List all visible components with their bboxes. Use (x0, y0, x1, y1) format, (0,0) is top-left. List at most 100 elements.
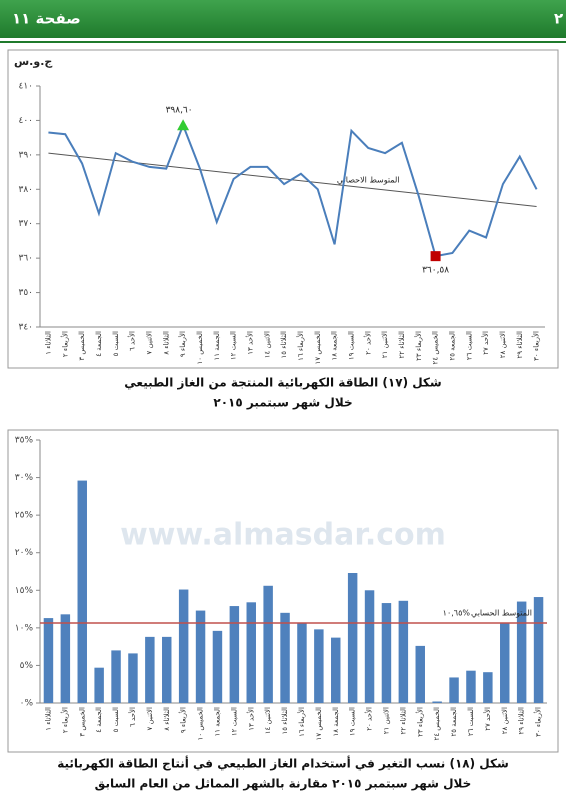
bar (280, 612, 290, 703)
bar (432, 701, 442, 703)
y-tick-label: ٣٥% (15, 436, 34, 446)
bar (246, 602, 256, 703)
max-label: ٣٩٨,٦٠ (166, 106, 193, 116)
x-tick-label: الأربعاء ٣٠ (534, 707, 543, 737)
y-axis-label: ج.و.س (14, 55, 52, 69)
chart-frame (7, 49, 559, 369)
max-marker (177, 119, 190, 131)
bar (398, 600, 409, 703)
bar (331, 637, 341, 703)
x-tick-label: الاثنين ٢٨ (499, 331, 507, 358)
x-tick-label: الأربعاء ٢٣ (415, 707, 424, 737)
x-tick-label: السبت ١٩ (347, 331, 355, 360)
x-tick-label: الجمعة ٢٥ (450, 707, 458, 737)
bar (263, 585, 273, 703)
x-tick-label: الثلاثاء ١ (44, 331, 52, 355)
x-tick-label: الاثنين ١٤ (264, 707, 272, 734)
bar (162, 636, 172, 703)
bar (195, 610, 206, 703)
x-tick-label: الجمعة ١١ (213, 331, 221, 361)
y-tick-label: ٣٩٠ (18, 150, 33, 160)
x-tick-label: الأحد ٢٧ (483, 707, 492, 731)
y-tick-label: ١٥% (15, 586, 34, 596)
x-tick-label: الأحد ٢٧ (481, 331, 490, 355)
x-tick-label: الخميس ٢٤ (432, 331, 440, 364)
chart-subtitle: خلال شهر سبتمبر ٢٠١٥ (213, 396, 352, 410)
page-number: صفحة ١١ (12, 10, 81, 28)
header-bar (0, 0, 566, 38)
bar (314, 629, 324, 703)
x-tick-label: السبت ٥ (112, 707, 120, 732)
x-tick-label: السبت ٢٦ (467, 707, 475, 736)
x-tick-label: الجمعة ١٨ (331, 331, 339, 361)
x-tick-label: الاثنين ٢١ (381, 331, 389, 358)
x-tick-label: الجمعة ٤ (95, 331, 103, 357)
x-tick-label: الأربعاء ٢٣ (414, 331, 423, 361)
x-tick-label: الثلاثاء ٨ (163, 707, 171, 731)
bar (500, 622, 510, 703)
bar (43, 618, 54, 703)
x-tick-label: الثلاثاء ٢٩ (518, 707, 526, 735)
x-tick-label: الجمعة ١١ (213, 707, 221, 737)
y-tick-label: ١٠% (15, 623, 34, 633)
bar (297, 622, 307, 703)
y-tick-label: ٥% (20, 661, 34, 671)
x-tick-label: الأربعاء ١٦ (297, 707, 306, 737)
bar (347, 573, 358, 703)
x-tick-label: الأربعاء ٢ (60, 707, 69, 733)
x-tick-label: الاثنين ٢١ (382, 707, 390, 734)
y-tick-label: ٣٨٠ (18, 185, 33, 195)
x-tick-label: الخميس ٣ (78, 331, 86, 361)
x-tick-label: الثلاثاء ١٥ (280, 331, 288, 359)
x-tick-label: الخميس ٣ (78, 707, 86, 737)
y-tick-label: ٢٠% (15, 548, 34, 558)
bar (449, 677, 459, 703)
x-tick-label: السبت ١٢ (230, 707, 238, 736)
bar (466, 670, 476, 703)
bar (178, 589, 189, 703)
bar (533, 597, 544, 703)
x-tick-label: الثلاثاء ١ (44, 707, 52, 731)
bar (60, 614, 71, 703)
x-tick-label: الأربعاء ١٦ (296, 331, 305, 361)
y-tick-label: ٣٥٠ (18, 288, 33, 298)
bar (381, 603, 392, 703)
bar (212, 630, 223, 703)
bar (77, 480, 87, 703)
chart-frame (7, 429, 559, 753)
y-tick-label: ٣٦٠ (18, 254, 33, 264)
chart-title: شكل (١٨) نسب التغير في أستخدام الغاز الط… (57, 756, 509, 772)
bar (483, 672, 493, 703)
x-tick-label: الأحد ٦ (128, 331, 137, 351)
bar (94, 667, 104, 703)
x-tick-label: الثلاثاء ٢٢ (399, 707, 407, 735)
x-tick-label: الأحد ٦ (128, 707, 137, 727)
bar (145, 636, 155, 703)
y-tick-label: ٤١٠ (18, 82, 33, 92)
y-tick-label: ٣٤٠ (18, 323, 33, 333)
x-tick-label: الأحد ١٣ (246, 707, 255, 731)
header-title: تقرير مرصد الكهرباء - سبتمبر ٢٠١٥ (554, 10, 566, 28)
x-tick-label: الخميس ١٠ (196, 331, 204, 364)
x-tick-label: الثلاثاء ٢٢ (398, 331, 406, 359)
x-tick-label: السبت ١٢ (230, 331, 238, 360)
x-tick-label: الثلاثاء ٢٩ (516, 331, 524, 359)
data-line (48, 122, 538, 258)
min-label: ٣٦٠,٥٨ (422, 266, 449, 276)
average-value: ١٠,٦٥% (443, 608, 471, 617)
y-tick-label: ٣٧٠ (18, 219, 33, 229)
x-tick-label: الخميس ١٧ (315, 707, 323, 740)
bar (128, 653, 138, 703)
bar (111, 650, 121, 703)
x-tick-label: الثلاثاء ١٥ (281, 707, 289, 735)
chart-title: شكل (١٧) الطاقة الكهربائية المنتجة من ال… (124, 376, 441, 390)
chart-subtitle: خلال شهر سبتمبر ٢٠١٥ مقارنة بالشهر المما… (95, 777, 472, 792)
x-tick-label: الأربعاء ٢ (60, 331, 69, 357)
x-tick-label: الأربعاء ٩ (179, 707, 188, 733)
bar (229, 606, 240, 703)
x-tick-label: الجمعة ٢٥ (448, 331, 456, 361)
x-tick-label: الاثنين ٢٨ (501, 707, 509, 734)
x-tick-label: الاثنين ١٤ (263, 331, 271, 358)
